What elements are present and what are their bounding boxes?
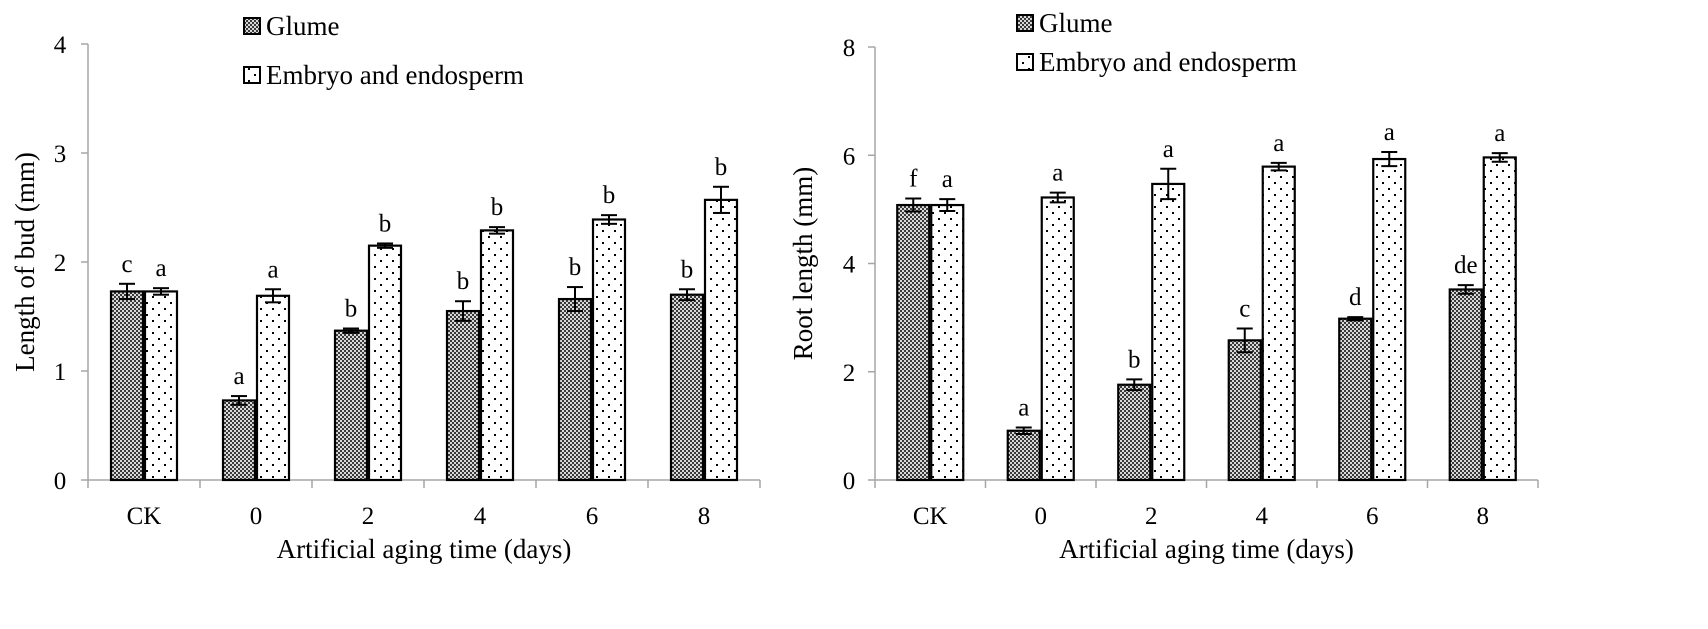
legend-label: Embryo and endosperm <box>266 60 524 90</box>
y-tick-label: 2 <box>843 360 856 387</box>
legend-swatch-glume <box>1016 14 1034 32</box>
significance-label: a <box>1494 120 1505 147</box>
bar-glume <box>557 297 593 482</box>
bar-embryo-endosperm <box>591 218 627 482</box>
y-axis-title: Length of bud (mm) <box>10 152 40 372</box>
significance-label: a <box>1163 136 1174 163</box>
x-tick-label: 8 <box>1477 503 1490 530</box>
significance-label: c <box>1239 295 1250 322</box>
x-tick-label: 6 <box>1366 503 1379 530</box>
y-tick-label: 2 <box>54 250 67 277</box>
significance-label: b <box>681 256 694 283</box>
bar-glume <box>1117 383 1152 482</box>
bar-embryo-endosperm <box>479 229 515 482</box>
significance-label: b <box>379 210 392 237</box>
y-tick-label: 3 <box>54 141 67 168</box>
bar-glume <box>445 309 481 482</box>
significance-label: a <box>1384 119 1395 146</box>
significance-label: a <box>942 166 953 193</box>
x-axis-title: Artificial aging time (days) <box>277 534 572 564</box>
legend: Glume Embryo and endosperm <box>1016 8 1297 77</box>
bar-glume <box>669 293 705 482</box>
bar-embryo-endosperm <box>255 294 291 482</box>
bar-embryo-endosperm <box>1482 156 1517 482</box>
significance-label: a <box>267 256 278 283</box>
significance-label: b <box>491 194 504 221</box>
bar-glume <box>221 399 257 482</box>
bar-embryo-endosperm <box>143 290 179 482</box>
significance-label: a <box>155 255 166 282</box>
significance-label: a <box>1052 160 1063 187</box>
significance-label: de <box>1454 252 1478 279</box>
x-tick-label: CK <box>913 503 948 530</box>
significance-label: b <box>569 254 582 281</box>
x-tick-label: 8 <box>698 503 711 530</box>
x-tick-label: 2 <box>1145 503 1158 530</box>
legend-swatch-embryo-endosperm <box>1016 53 1034 71</box>
bar-embryo-endosperm <box>930 203 965 482</box>
significance-label: a <box>1273 130 1284 157</box>
bar-embryo-endosperm <box>367 244 403 482</box>
legend-label: Glume <box>1039 8 1113 38</box>
x-tick-label: 4 <box>1256 503 1269 530</box>
legend: Glume Embryo and endosperm <box>243 11 524 90</box>
bar-glume <box>896 203 931 482</box>
significance-label: c <box>121 251 132 278</box>
legend-swatch-embryo-endosperm <box>243 66 261 84</box>
x-tick-label: CK <box>127 503 162 530</box>
bar-embryo-endosperm <box>1261 165 1296 482</box>
y-tick-label: 0 <box>54 468 67 495</box>
x-tick-label: 6 <box>586 503 599 530</box>
significance-label: a <box>233 363 244 390</box>
bar-embryo-endosperm <box>703 198 739 482</box>
y-tick-label: 8 <box>843 35 856 62</box>
x-tick-label: 0 <box>250 503 263 530</box>
significance-label: f <box>909 166 918 193</box>
y-tick-label: 4 <box>54 32 67 59</box>
bar-embryo-endosperm <box>1151 182 1186 482</box>
significance-label: b <box>345 295 358 322</box>
bar-embryo-endosperm <box>1372 157 1407 482</box>
legend-label: Embryo and endosperm <box>1039 47 1297 77</box>
bar-glume <box>1227 339 1262 482</box>
x-tick-label: 2 <box>362 503 375 530</box>
y-axis-title: Root length (mm) <box>788 167 818 360</box>
y-tick-label: 1 <box>54 359 67 386</box>
significance-label: b <box>457 268 470 295</box>
y-tick-label: 0 <box>843 468 856 495</box>
bar-embryo-endosperm <box>1040 196 1075 482</box>
bar-glume <box>333 329 369 482</box>
y-tick-label: 6 <box>843 143 856 170</box>
legend-swatch-glume <box>243 17 261 35</box>
bar-glume <box>1338 317 1373 482</box>
significance-label: d <box>1349 284 1362 311</box>
legend-label: Glume <box>266 11 340 41</box>
significance-label: b <box>715 154 728 181</box>
x-tick-label: 4 <box>474 503 487 530</box>
significance-label: b <box>603 182 616 209</box>
y-tick-label: 4 <box>843 252 856 279</box>
significance-label: a <box>1018 394 1029 421</box>
x-axis-title: Artificial aging time (days) <box>1059 534 1354 564</box>
significance-label: b <box>1128 346 1141 373</box>
bar-glume <box>1006 429 1041 482</box>
x-tick-label: 0 <box>1035 503 1048 530</box>
bar-glume <box>1448 288 1483 482</box>
bar-glume <box>109 290 145 482</box>
